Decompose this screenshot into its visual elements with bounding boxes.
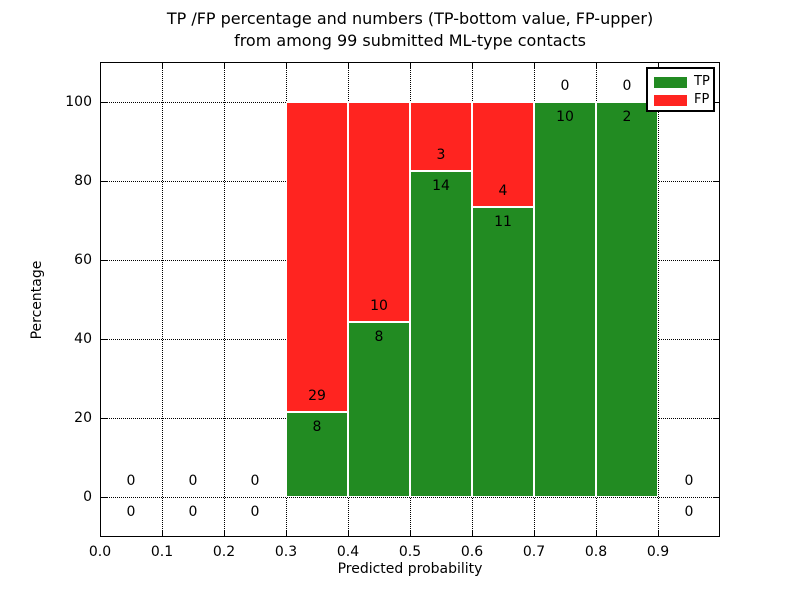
x-tick-label: 0.7: [522, 544, 546, 560]
fp-count-label: 0: [560, 77, 570, 94]
x-tick-top: [596, 62, 597, 69]
fp-color-swatch: [654, 94, 687, 106]
fp-count-label: 3: [436, 147, 446, 164]
y-tick-right: [713, 339, 720, 341]
tp-count-label: 14: [432, 178, 450, 195]
tp-count-label: 10: [556, 108, 574, 125]
chart-title-line2: from among 99 submitted ML-type contacts: [234, 31, 586, 50]
fp-count-label: 0: [684, 473, 694, 490]
tp-bar-segment: [534, 101, 596, 498]
legend-label-fp: FP: [694, 92, 710, 107]
fp-count-label: 0: [622, 77, 632, 94]
y-tick-label: 60: [74, 251, 92, 268]
fp-bar-segment: [410, 101, 472, 172]
y-tick-label: 40: [74, 331, 92, 348]
y-tick-label: 100: [65, 93, 92, 110]
fp-bar-segment: [472, 101, 534, 208]
fp-count-label: 0: [250, 473, 260, 490]
tp-bar-segment: [596, 101, 658, 498]
x-tick-top: [100, 62, 101, 69]
x-tick-label: 0.5: [398, 544, 422, 560]
x-tick-top: [286, 62, 287, 69]
y-tick-left: [100, 497, 107, 499]
y-tick-right: [713, 259, 720, 261]
x-tick-top: [162, 62, 163, 69]
legend-item-tp: TP: [648, 73, 713, 91]
x-axis-label: Predicted probability: [337, 561, 483, 577]
x-tick-bottom: [658, 530, 659, 537]
x-tick-bottom: [224, 530, 225, 537]
legend: TP FP: [646, 67, 715, 112]
x-tick-bottom: [596, 530, 597, 537]
y-tick-left: [100, 180, 107, 182]
tp-bar-segment: [410, 171, 472, 498]
x-tick-bottom: [286, 530, 287, 537]
x-tick-top: [348, 62, 349, 69]
y-tick-left: [100, 339, 107, 341]
tp-count-label: 11: [494, 214, 512, 231]
y-tick-left: [100, 259, 107, 261]
x-tick-bottom: [348, 530, 349, 537]
tp-count-label: 0: [126, 504, 136, 521]
y-tick-left: [100, 101, 107, 103]
tp-count-label: 8: [374, 328, 384, 345]
chart-title: TP /FP percentage and numbers (TP-bottom…: [100, 8, 720, 52]
tp-bar-segment: [348, 321, 410, 498]
chart-title-line1: TP /FP percentage and numbers (TP-bottom…: [166, 9, 654, 28]
y-tick-label: 80: [74, 172, 92, 189]
tp-count-label: 8: [312, 418, 322, 435]
fp-bar-segment: [286, 101, 348, 412]
x-tick-label: 0.0: [88, 544, 112, 560]
x-tick-bottom: [410, 530, 411, 537]
x-gridline: [658, 62, 659, 537]
legend-item-fp: FP: [648, 91, 713, 109]
y-tick-right: [713, 497, 720, 499]
fp-bar-segment: [348, 101, 410, 322]
x-gridline: [224, 62, 225, 537]
fp-count-label: 0: [126, 473, 136, 490]
x-tick-label: 0.2: [212, 544, 236, 560]
x-gridline: [162, 62, 163, 537]
x-tick-top: [658, 62, 659, 69]
x-tick-label: 0.9: [646, 544, 670, 560]
x-tick-top: [410, 62, 411, 69]
y-tick-right: [713, 418, 720, 420]
x-tick-bottom: [162, 530, 163, 537]
x-tick-bottom: [472, 530, 473, 537]
tp-bar-segment: [286, 411, 348, 498]
tp-count-label: 0: [250, 504, 260, 521]
tp-color-swatch: [654, 76, 687, 88]
x-tick-bottom: [100, 530, 101, 537]
tp-bar-segment: [472, 207, 534, 498]
legend-label-tp: TP: [694, 74, 710, 89]
fp-count-label: 29: [308, 387, 326, 404]
y-tick-left: [100, 418, 107, 420]
x-tick-label: 0.1: [150, 544, 174, 560]
y-tick-right: [713, 101, 720, 103]
fp-count-label: 10: [370, 297, 388, 314]
y-tick-label: 0: [83, 489, 92, 506]
y-tick-right: [713, 180, 720, 182]
tp-count-label: 0: [188, 504, 198, 521]
x-tick-top: [224, 62, 225, 69]
x-tick-label: 0.8: [584, 544, 608, 560]
tp-count-label: 2: [622, 108, 632, 125]
x-tick-label: 0.6: [460, 544, 484, 560]
fp-count-label: 0: [188, 473, 198, 490]
tp-count-label: 0: [684, 504, 694, 521]
x-tick-top: [472, 62, 473, 69]
y-axis-label: Percentage: [29, 260, 45, 340]
y-tick-label: 20: [74, 410, 92, 427]
x-tick-label: 0.4: [336, 544, 360, 560]
x-tick-bottom: [534, 530, 535, 537]
x-tick-label: 0.3: [274, 544, 298, 560]
fp-count-label: 4: [498, 183, 508, 200]
x-tick-top: [534, 62, 535, 69]
